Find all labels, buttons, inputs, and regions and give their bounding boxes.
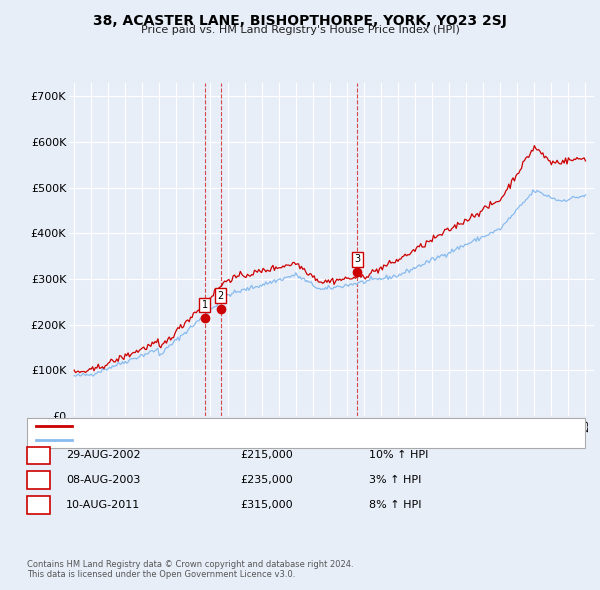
Text: HPI: Average price, detached house, York: HPI: Average price, detached house, York — [78, 435, 279, 445]
Text: 3% ↑ HPI: 3% ↑ HPI — [369, 476, 421, 485]
Text: 3: 3 — [35, 499, 42, 512]
Text: 38, ACASTER LANE, BISHOPTHORPE, YORK, YO23 2SJ (detached house): 38, ACASTER LANE, BISHOPTHORPE, YORK, YO… — [78, 421, 425, 431]
Text: 8% ↑ HPI: 8% ↑ HPI — [369, 500, 421, 510]
Text: 3: 3 — [354, 254, 360, 264]
Text: 29-AUG-2002: 29-AUG-2002 — [66, 451, 140, 460]
Text: 2: 2 — [35, 474, 42, 487]
Text: 08-AUG-2003: 08-AUG-2003 — [66, 476, 140, 485]
Text: £215,000: £215,000 — [240, 451, 293, 460]
Text: 10% ↑ HPI: 10% ↑ HPI — [369, 451, 428, 460]
Text: Contains HM Land Registry data © Crown copyright and database right 2024.
This d: Contains HM Land Registry data © Crown c… — [27, 560, 353, 579]
Text: 38, ACASTER LANE, BISHOPTHORPE, YORK, YO23 2SJ: 38, ACASTER LANE, BISHOPTHORPE, YORK, YO… — [93, 14, 507, 28]
Text: 2: 2 — [218, 291, 224, 301]
Text: £315,000: £315,000 — [240, 500, 293, 510]
Text: 1: 1 — [202, 300, 208, 310]
Text: Price paid vs. HM Land Registry's House Price Index (HPI): Price paid vs. HM Land Registry's House … — [140, 25, 460, 35]
Text: £235,000: £235,000 — [240, 476, 293, 485]
Text: 10-AUG-2011: 10-AUG-2011 — [66, 500, 140, 510]
Text: 1: 1 — [35, 449, 42, 462]
